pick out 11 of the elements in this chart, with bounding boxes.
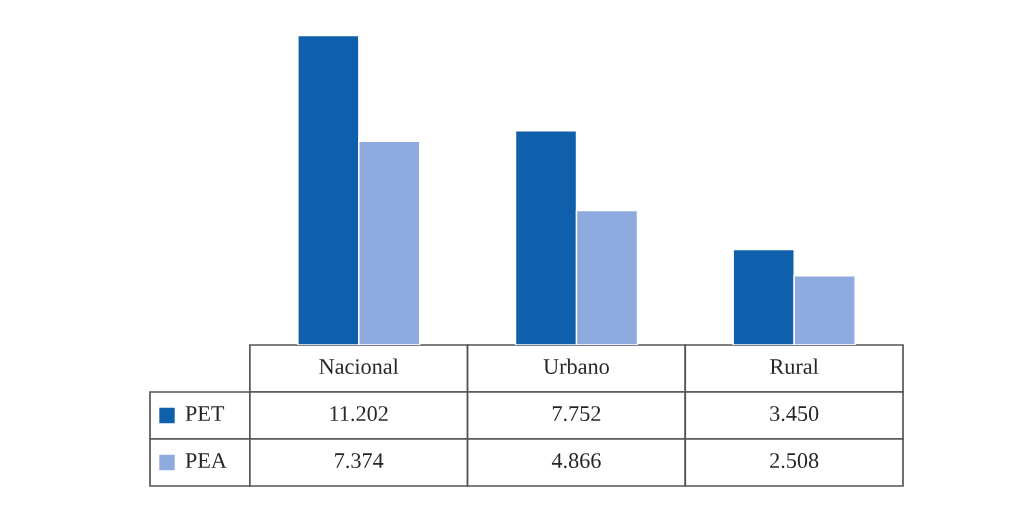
x-tick-label: Rural <box>770 358 819 375</box>
data-label: 3.450 <box>770 406 819 422</box>
data-label: 7.752 <box>552 406 601 422</box>
data-label: 4.866 <box>551 453 601 469</box>
legend-label: PEA <box>185 453 227 468</box>
data-label: 7.374 <box>335 453 384 469</box>
x-tick-label: Nacional <box>319 358 399 375</box>
data-label: 11.202 <box>330 406 388 422</box>
legend-label: PET <box>185 406 225 421</box>
x-tick-label: Urbano <box>543 358 609 375</box>
data-label: 2.508 <box>770 453 819 469</box>
